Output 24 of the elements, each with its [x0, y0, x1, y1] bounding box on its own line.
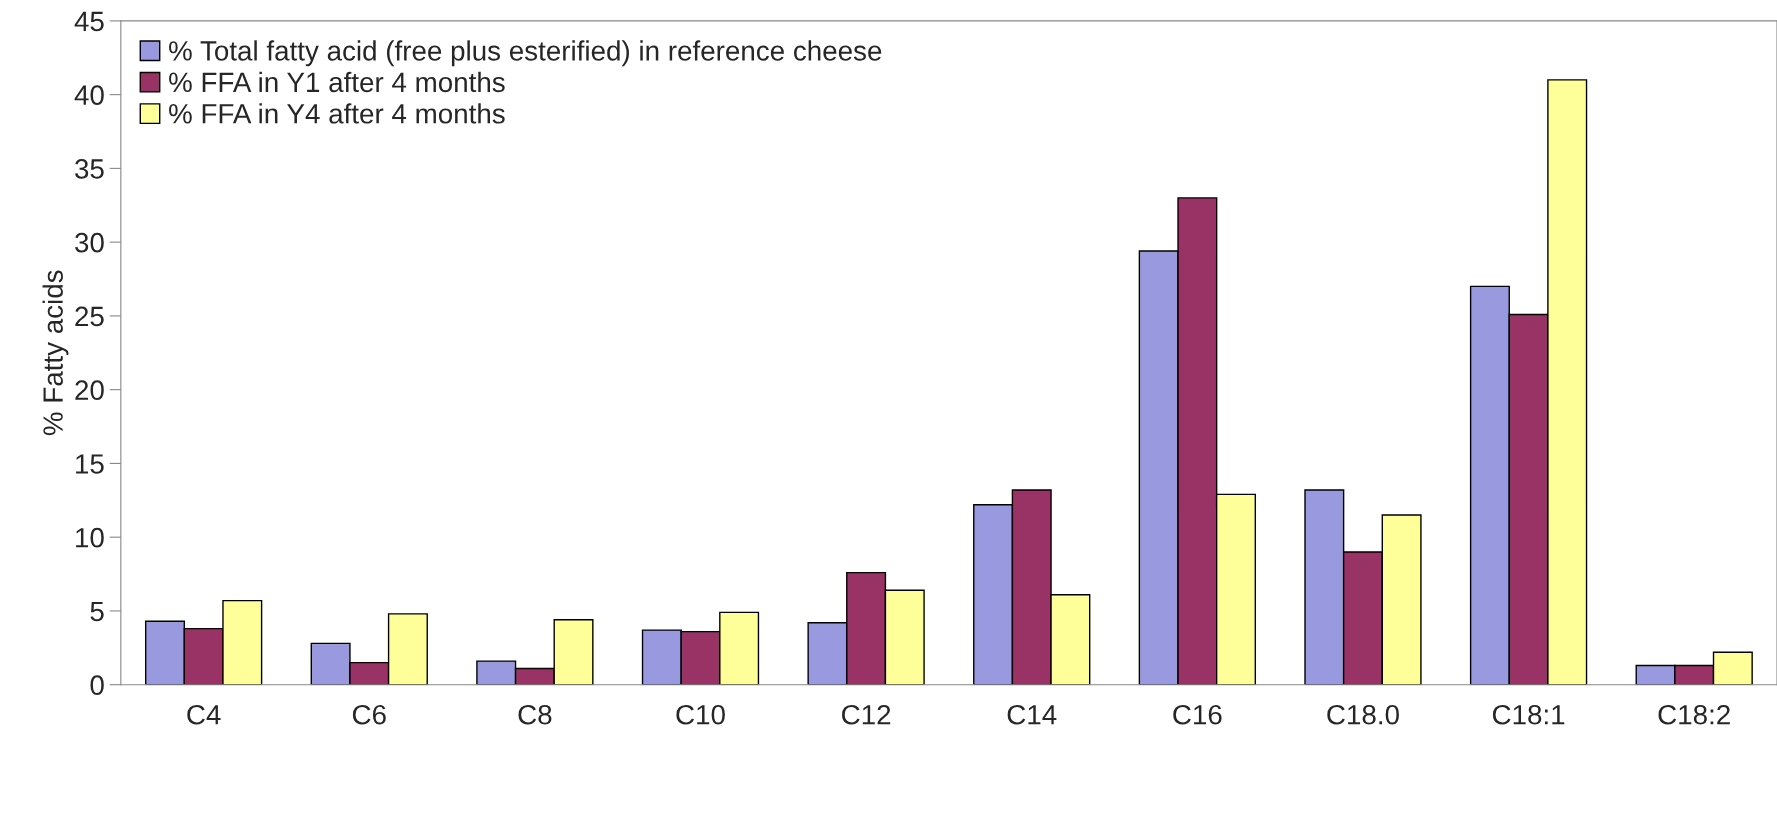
x-tick-label: C6 [352, 704, 386, 725]
x-tick-label: C12 [842, 704, 891, 725]
y-tick-label: 10 [76, 527, 104, 548]
x-tick-label: C4 [187, 704, 221, 725]
y-tick-label: 0 [90, 675, 104, 696]
legend-label: % FFA in Y1 after 4 months [169, 71, 505, 93]
x-tick-label: C18:2 [1658, 704, 1730, 725]
y-axis-title: % Fatty acids [42, 270, 69, 436]
y-tick-label: 45 [74, 11, 104, 32]
y-tick-label: 40 [74, 85, 104, 105]
x-tick-label: C18.0 [1327, 704, 1399, 725]
legend-label: % FFA in Y4 after 4 months [169, 103, 505, 124]
y-tick-label: 15 [76, 454, 104, 474]
y-tick-label: 20 [75, 380, 104, 401]
x-tick-label: C8 [518, 704, 552, 725]
x-tick-label: C16 [1173, 704, 1222, 725]
y-tick-label: 30 [75, 232, 104, 253]
legend-label: % Total fatty acid (free plus esterified) in reference cheese [169, 40, 882, 67]
x-tick-label: C10 [676, 704, 725, 725]
y-tick-label: 5 [90, 601, 104, 622]
x-tick-label: C14 [1007, 704, 1057, 725]
x-tick-label: C18:1 [1492, 704, 1565, 725]
y-tick-label: 25 [75, 306, 104, 327]
y-tick-label: 35 [75, 159, 104, 179]
